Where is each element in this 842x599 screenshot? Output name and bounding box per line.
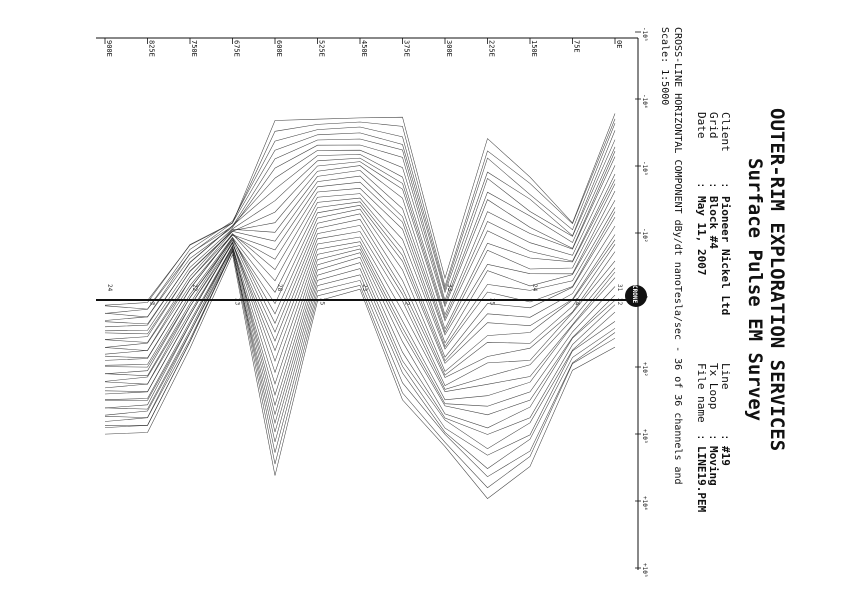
channel-label: 23 — [361, 284, 368, 292]
channel-line — [104, 245, 616, 429]
header-left-label-2: Date — [695, 112, 708, 139]
channel-label: 23 — [234, 298, 241, 306]
channel-labels: 22 31 44 24 35 33 22 23 25 28 23 22 23 24 — [106, 284, 623, 306]
channel-line — [104, 213, 616, 377]
channel-label: 35 — [489, 298, 496, 306]
header-left-sep-1: : — [707, 182, 720, 189]
channel-series — [104, 113, 616, 499]
header-right-sep-0: : — [719, 434, 732, 441]
channel-line — [104, 123, 616, 310]
header-right-value-1: Moving — [707, 446, 720, 486]
channel-line — [104, 188, 616, 355]
channel-line — [104, 244, 616, 435]
x-tick-label: 450E — [360, 40, 368, 57]
x-tick-label: 750E — [190, 40, 198, 57]
channel-label: 33 — [446, 284, 453, 292]
x-tick-label: 525E — [318, 40, 326, 57]
header-left-value-0: Pioneer Nickel Ltd — [719, 196, 732, 315]
header-right-fields: Line: #19 Tx Loop: Moving File name: LINE19.P… — [695, 363, 732, 513]
channel-line — [104, 118, 616, 306]
channel-line — [104, 236, 616, 393]
y-tick-label: -10⁴ — [641, 94, 648, 108]
channel-line — [104, 144, 616, 321]
channel-line — [104, 130, 616, 314]
channel-line — [105, 246, 616, 416]
channel-line — [104, 241, 616, 401]
channel-line — [104, 138, 616, 318]
header-right-label-2: File name — [695, 363, 708, 423]
channel-line — [104, 193, 616, 359]
crone-logo: CRONE — [625, 285, 647, 307]
header-left-sep-2: : — [695, 182, 708, 189]
channel-label: 22 — [616, 298, 623, 306]
x-tick-label: 150E — [530, 40, 538, 57]
y-tick-label: +10² — [641, 362, 648, 376]
x-tick-label: 600E — [275, 40, 283, 57]
channel-label: 24 — [531, 284, 538, 292]
channel-line — [104, 250, 616, 469]
channel-label: 23 — [149, 298, 156, 306]
logo-circle — [625, 285, 647, 307]
x-tick-label: 0E — [615, 40, 623, 48]
channel-line — [104, 250, 616, 489]
title-line-2: Surface Pulse EM Survey — [744, 158, 766, 421]
y-tick-label: +10³ — [641, 429, 648, 443]
header-right-label-0: Line — [719, 363, 732, 390]
header-left-label-0: Client — [719, 112, 732, 152]
channel-label: 44 — [574, 298, 581, 306]
channel-line — [104, 201, 616, 366]
y-tick-label: -10³ — [641, 161, 648, 175]
x-tick-label: 675E — [233, 40, 241, 57]
channel-label: 22 — [191, 284, 198, 292]
y-tick-label: +10⁴ — [641, 496, 648, 510]
channel-label: 22 — [404, 298, 411, 306]
channel-label: 31 — [616, 284, 623, 292]
x-tick-label: 825E — [148, 40, 156, 57]
y-tick-label: -10⁵ — [641, 27, 648, 41]
header-right-value-2: LINE19.PEM — [695, 446, 708, 513]
y-tick-label: -10² — [641, 228, 648, 242]
title-line-1: OUTER-RIM EXPLORATION SERVICES — [766, 108, 788, 451]
channel-line — [104, 245, 616, 407]
channel-line — [104, 165, 616, 340]
channel-label: 25 — [319, 298, 326, 306]
y-tick-label: +10⁵ — [641, 563, 648, 577]
header-right-sep-2: : — [695, 434, 708, 441]
header-left-label-1: Grid — [707, 112, 720, 139]
x-ticks: 0E 75E 150E 225E 300E 375E 450E 525E 600E 675E 750… — [104, 38, 623, 57]
channel-line — [104, 225, 616, 386]
channel-label: 24 — [106, 284, 113, 292]
channel-line — [104, 157, 616, 332]
header-left-sep-0: : — [719, 182, 732, 189]
channel-line — [104, 181, 616, 351]
channel-line — [104, 113, 616, 301]
channel-label: 28 — [276, 284, 283, 292]
channel-line — [104, 149, 616, 325]
header-left-value-1: Block #4 — [707, 196, 720, 249]
header-left-value-2: May 11, 2007 — [695, 196, 708, 275]
x-tick-label: 375E — [403, 40, 411, 57]
channel-line — [104, 154, 616, 328]
x-tick-label: 225E — [488, 40, 496, 57]
channel-line — [104, 250, 616, 456]
x-tick-label: 900E — [105, 40, 113, 57]
logo-text: CRONE — [631, 285, 638, 303]
channel-line — [104, 208, 616, 375]
caption-line-2: Scale: 1:5000 — [659, 27, 670, 105]
header-right-label-1: Tx Loop — [707, 363, 720, 409]
channel-line — [104, 253, 616, 499]
x-tick-label: 75E — [573, 40, 581, 53]
x-tick-label: 300E — [445, 40, 453, 57]
header-right-value-0: #19 — [719, 446, 732, 466]
channel-line — [104, 231, 616, 390]
channel-line — [104, 170, 616, 343]
channel-line — [104, 197, 616, 361]
caption-line-1: CROSS-LINE HORIZONTAL COMPONENT dBy/dt n… — [672, 27, 683, 485]
title-block: OUTER-RIM EXPLORATION SERVICES Surface P… — [695, 108, 788, 513]
header-right-sep-1: : — [707, 434, 720, 441]
header-left-fields: Client: Pioneer Nickel Ltd Grid: Block #4 Da… — [695, 112, 732, 315]
